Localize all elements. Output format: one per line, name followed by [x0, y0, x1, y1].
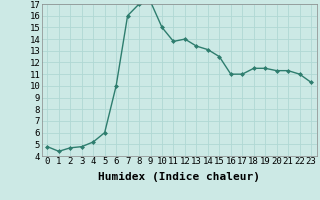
X-axis label: Humidex (Indice chaleur): Humidex (Indice chaleur) — [98, 172, 260, 182]
